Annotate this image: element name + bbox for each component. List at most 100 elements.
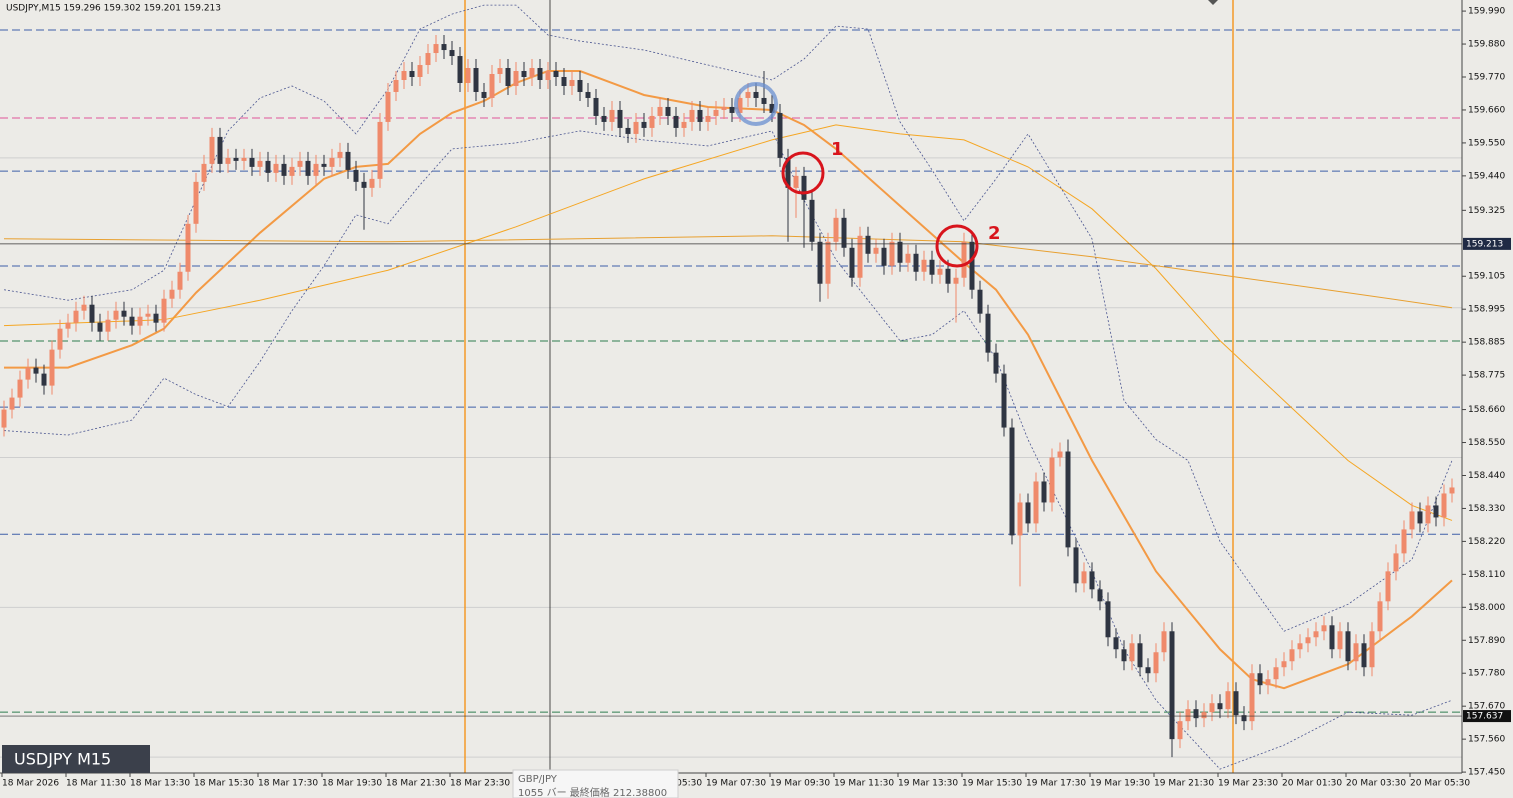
y-tick-label: 158.550	[1468, 438, 1505, 448]
y-tick-label: 159.325	[1468, 206, 1505, 216]
candle-body	[337, 151, 343, 158]
y-tick-label: 158.330	[1468, 504, 1505, 514]
y-tick-label: 157.890	[1468, 636, 1505, 646]
candle-body	[41, 373, 47, 386]
candle-body	[377, 121, 383, 179]
candle-body	[833, 217, 839, 242]
x-tick-label: 20 Mar 05:30	[1410, 779, 1470, 789]
candle-body	[1073, 547, 1079, 584]
candle-body	[561, 77, 567, 86]
candle-body	[929, 259, 935, 275]
candle-body	[553, 71, 559, 78]
candle-body	[1, 409, 7, 428]
candle-body	[1113, 637, 1119, 650]
candle-body	[665, 106, 671, 116]
chart-header: USDJPY,M15 159.296 159.302 159.201 159.2…	[6, 4, 221, 14]
y-tick-label: 159.990	[1468, 7, 1505, 17]
y-tick-label: 158.110	[1468, 570, 1505, 580]
candle-body	[593, 97, 599, 116]
x-tick-label: 18 Mar 17:30	[258, 779, 318, 789]
candle-body	[1353, 643, 1359, 662]
candle-body	[913, 253, 919, 272]
candle-body	[1273, 667, 1279, 680]
candle-body	[537, 68, 543, 80]
candle-body	[121, 310, 127, 317]
candle-body	[921, 259, 927, 272]
candle-body	[569, 79, 575, 86]
candle-body	[1137, 643, 1143, 668]
candle-body	[161, 298, 167, 323]
candle-body	[265, 160, 271, 173]
annotation-label: 2	[988, 223, 1001, 244]
candle-body	[1297, 643, 1303, 650]
x-tick-label: 18 Mar 11:30	[66, 779, 126, 789]
candle-body	[1305, 637, 1311, 644]
x-tick-label: 19 Mar 19:30	[1090, 779, 1150, 789]
candle-body	[1377, 601, 1383, 632]
candle-body	[785, 157, 791, 188]
candle-body	[1145, 667, 1151, 674]
candle-body	[97, 322, 103, 332]
x-tick-label: 20 Mar 03:30	[1346, 779, 1406, 789]
candle-body	[657, 106, 663, 116]
candle-body	[1321, 625, 1327, 632]
y-tick-label: 159.105	[1468, 272, 1505, 282]
candle-body	[393, 79, 399, 92]
candle-body	[1249, 673, 1255, 722]
candle-body	[521, 71, 527, 78]
candle-body	[489, 74, 495, 98]
candle-body	[633, 121, 639, 134]
candle-body	[401, 71, 407, 80]
candle-body	[321, 163, 327, 167]
tooltip-text: 1055 バー 最終価格 212.38800	[518, 786, 667, 798]
candle-body	[457, 56, 463, 83]
candle-body	[1193, 709, 1199, 719]
candle-body	[961, 241, 967, 278]
candle-body	[1241, 715, 1247, 722]
candle-body	[249, 157, 255, 167]
candle-body	[1233, 691, 1239, 716]
candle-body	[297, 160, 303, 167]
candle-body	[793, 175, 799, 188]
candle-body	[641, 121, 647, 128]
candle-body	[1281, 661, 1287, 668]
candle-body	[233, 157, 239, 161]
candle-body	[905, 253, 911, 263]
candle-body	[1041, 481, 1047, 503]
candle-body	[889, 241, 895, 266]
candle-body	[57, 328, 63, 350]
candle-body	[1009, 427, 1015, 536]
candle-body	[1393, 553, 1399, 572]
candle-body	[545, 71, 551, 80]
candle-body	[681, 121, 687, 128]
candle-body	[369, 178, 375, 188]
candle-body	[1313, 631, 1319, 638]
candle-body	[81, 304, 87, 311]
candle-body	[1409, 511, 1415, 530]
candle-body	[1441, 493, 1447, 518]
candle-body	[1081, 571, 1087, 584]
candle-body	[529, 68, 535, 78]
candle-body	[1361, 643, 1367, 668]
x-tick-label: 19 Mar 15:30	[962, 779, 1022, 789]
candle-body	[1217, 703, 1223, 710]
y-tick-label: 157.560	[1468, 735, 1505, 745]
crosshair-price-label: 157.637	[1466, 712, 1503, 722]
candle-body	[1121, 649, 1127, 662]
candle-body	[409, 71, 415, 78]
candle-body	[897, 241, 903, 263]
x-tick-label: 18 Mar 23:30	[450, 779, 510, 789]
candle-body	[73, 310, 79, 323]
candle-body	[609, 109, 615, 122]
candle-body	[49, 349, 55, 386]
candle-body	[625, 127, 631, 134]
candle-body	[169, 289, 175, 299]
candle-body	[1001, 373, 1007, 428]
candle-body	[825, 241, 831, 284]
candle-body	[1265, 679, 1271, 686]
x-tick-label: 19 Mar 07:30	[706, 779, 766, 789]
candle-body	[449, 50, 455, 57]
x-tick-label: 19 Mar 11:30	[834, 779, 894, 789]
candle-body	[1225, 691, 1231, 710]
candle-body	[945, 268, 951, 284]
